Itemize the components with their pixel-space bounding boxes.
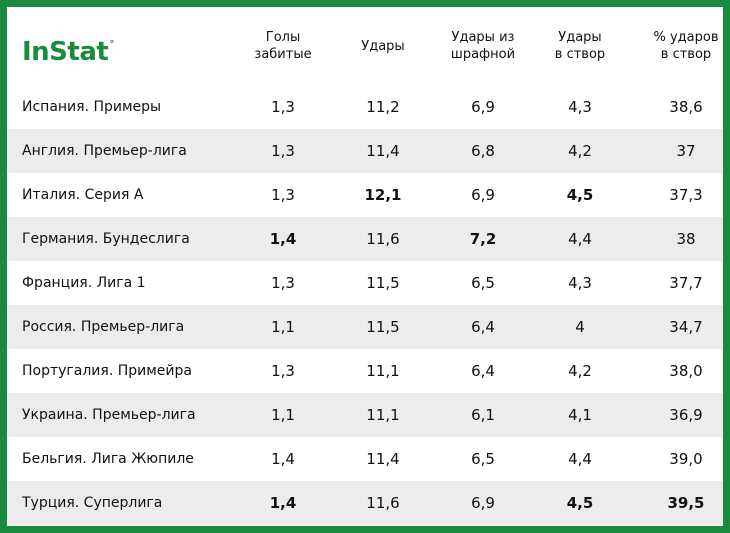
value-cell: 4,4 bbox=[568, 450, 592, 468]
value-cell: 11,6 bbox=[366, 494, 400, 512]
league-name: Португалия. Примейра bbox=[22, 363, 192, 379]
value-cell: 6,4 bbox=[471, 318, 495, 336]
table-row: Франция. Лига 1 1,3 11,5 6,5 4,3 37,7 bbox=[7, 261, 723, 305]
value-cell: 4,1 bbox=[568, 406, 592, 424]
value-cell: 4,3 bbox=[568, 274, 592, 292]
table-row: Украина. Премьер-лига 1,1 11,1 6,1 4,1 36,9 bbox=[7, 393, 723, 437]
league-name: Германия. Бундеслига bbox=[22, 231, 190, 247]
logo-text: InStat bbox=[22, 37, 109, 67]
value-cell: 4,2 bbox=[568, 362, 592, 380]
league-name: Бельгия. Лига Жюпиле bbox=[22, 451, 194, 467]
value-cell: 37 bbox=[676, 142, 696, 160]
value-cell: 1,4 bbox=[269, 230, 297, 248]
value-cell: 39,5 bbox=[667, 494, 705, 512]
value-cell: 1,4 bbox=[271, 450, 295, 468]
value-cell: 38,0 bbox=[669, 362, 703, 380]
value-cell: 34,7 bbox=[669, 318, 703, 336]
value-cell: 6,5 bbox=[471, 274, 495, 292]
value-cell: 6,9 bbox=[471, 186, 495, 204]
table-row: Турция. Суперлига 1,4 11,6 6,9 4,5 39,5 bbox=[7, 481, 723, 525]
value-cell: 7,2 bbox=[469, 230, 497, 248]
value-cell: 6,4 bbox=[471, 362, 495, 380]
table-row: Испания. Примеры 1,3 11,2 6,9 4,3 38,6 bbox=[7, 85, 723, 129]
column-header-4: Удары в створ bbox=[554, 30, 606, 62]
league-name: Франция. Лига 1 bbox=[22, 275, 146, 291]
value-cell: 11,2 bbox=[366, 98, 400, 116]
league-name: Англия. Премьер-лига bbox=[22, 143, 187, 159]
value-cell: 6,9 bbox=[471, 494, 495, 512]
league-name: Украина. Премьер-лига bbox=[22, 407, 196, 423]
value-cell: 1,4 bbox=[269, 494, 297, 512]
value-cell: 11,5 bbox=[366, 274, 400, 292]
value-cell: 11,1 bbox=[366, 406, 400, 424]
table-header: InStat° Голы забитые Удары Удары из шрафно… bbox=[7, 7, 723, 85]
value-cell: 1,1 bbox=[271, 406, 295, 424]
value-cell: 36,9 bbox=[669, 406, 703, 424]
value-cell: 4,5 bbox=[566, 186, 594, 204]
value-cell: 11,4 bbox=[366, 142, 400, 160]
table-row: Италия. Серия А 1,3 12,1 6,9 4,5 37,3 bbox=[7, 173, 723, 217]
value-cell: 4,2 bbox=[568, 142, 592, 160]
column-header-3: Удары из шрафной bbox=[450, 30, 516, 62]
value-cell: 38,6 bbox=[669, 98, 703, 116]
column-header-1: Голы забитые bbox=[254, 30, 312, 62]
value-cell: 37,7 bbox=[669, 274, 703, 292]
value-cell: 6,1 bbox=[471, 406, 495, 424]
table-frame: InStat° Голы забитые Удары Удары из шрафно… bbox=[7, 7, 723, 526]
value-cell: 6,8 bbox=[471, 142, 495, 160]
value-cell: 38 bbox=[676, 230, 696, 248]
value-cell: 12,1 bbox=[364, 186, 402, 204]
value-cell: 6,9 bbox=[471, 98, 495, 116]
value-cell: 1,3 bbox=[271, 142, 295, 160]
column-header-2: Удары bbox=[361, 38, 405, 54]
value-cell: 11,4 bbox=[366, 450, 400, 468]
league-name: Италия. Серия А bbox=[22, 187, 144, 203]
value-cell: 39,0 bbox=[669, 450, 703, 468]
value-cell: 11,1 bbox=[366, 362, 400, 380]
value-cell: 11,6 bbox=[366, 230, 400, 248]
logo-mark: ° bbox=[109, 39, 114, 50]
value-cell: 37,3 bbox=[669, 186, 703, 204]
instat-logo: InStat° bbox=[22, 37, 114, 67]
value-cell: 1,1 bbox=[271, 318, 295, 336]
table-row: Россия. Премьер-лига 1,1 11,5 6,4 4 34,7 bbox=[7, 305, 723, 349]
value-cell: 4,4 bbox=[568, 230, 592, 248]
table-row: Германия. Бундеслига 1,4 11,6 7,2 4,4 38 bbox=[7, 217, 723, 261]
value-cell: 4 bbox=[575, 318, 585, 336]
value-cell: 1,3 bbox=[271, 186, 295, 204]
value-cell: 4,3 bbox=[568, 98, 592, 116]
value-cell: 1,3 bbox=[271, 274, 295, 292]
league-name: Испания. Примеры bbox=[22, 99, 162, 115]
value-cell: 6,5 bbox=[471, 450, 495, 468]
league-name: Турция. Суперлига bbox=[22, 495, 163, 511]
value-cell: 4,5 bbox=[566, 494, 594, 512]
value-cell: 1,3 bbox=[271, 98, 295, 116]
league-name: Россия. Премьер-лига bbox=[22, 319, 185, 335]
table-row: Англия. Премьер-лига 1,3 11,4 6,8 4,2 37 bbox=[7, 129, 723, 173]
value-cell: 1,3 bbox=[271, 362, 295, 380]
table-row: Португалия. Примейра 1,3 11,1 6,4 4,2 38,0 bbox=[7, 349, 723, 393]
column-header-5: % ударов в створ bbox=[653, 30, 719, 62]
value-cell: 11,5 bbox=[366, 318, 400, 336]
table-row: Бельгия. Лига Жюпиле 1,4 11,4 6,5 4,4 39,0 bbox=[7, 437, 723, 481]
